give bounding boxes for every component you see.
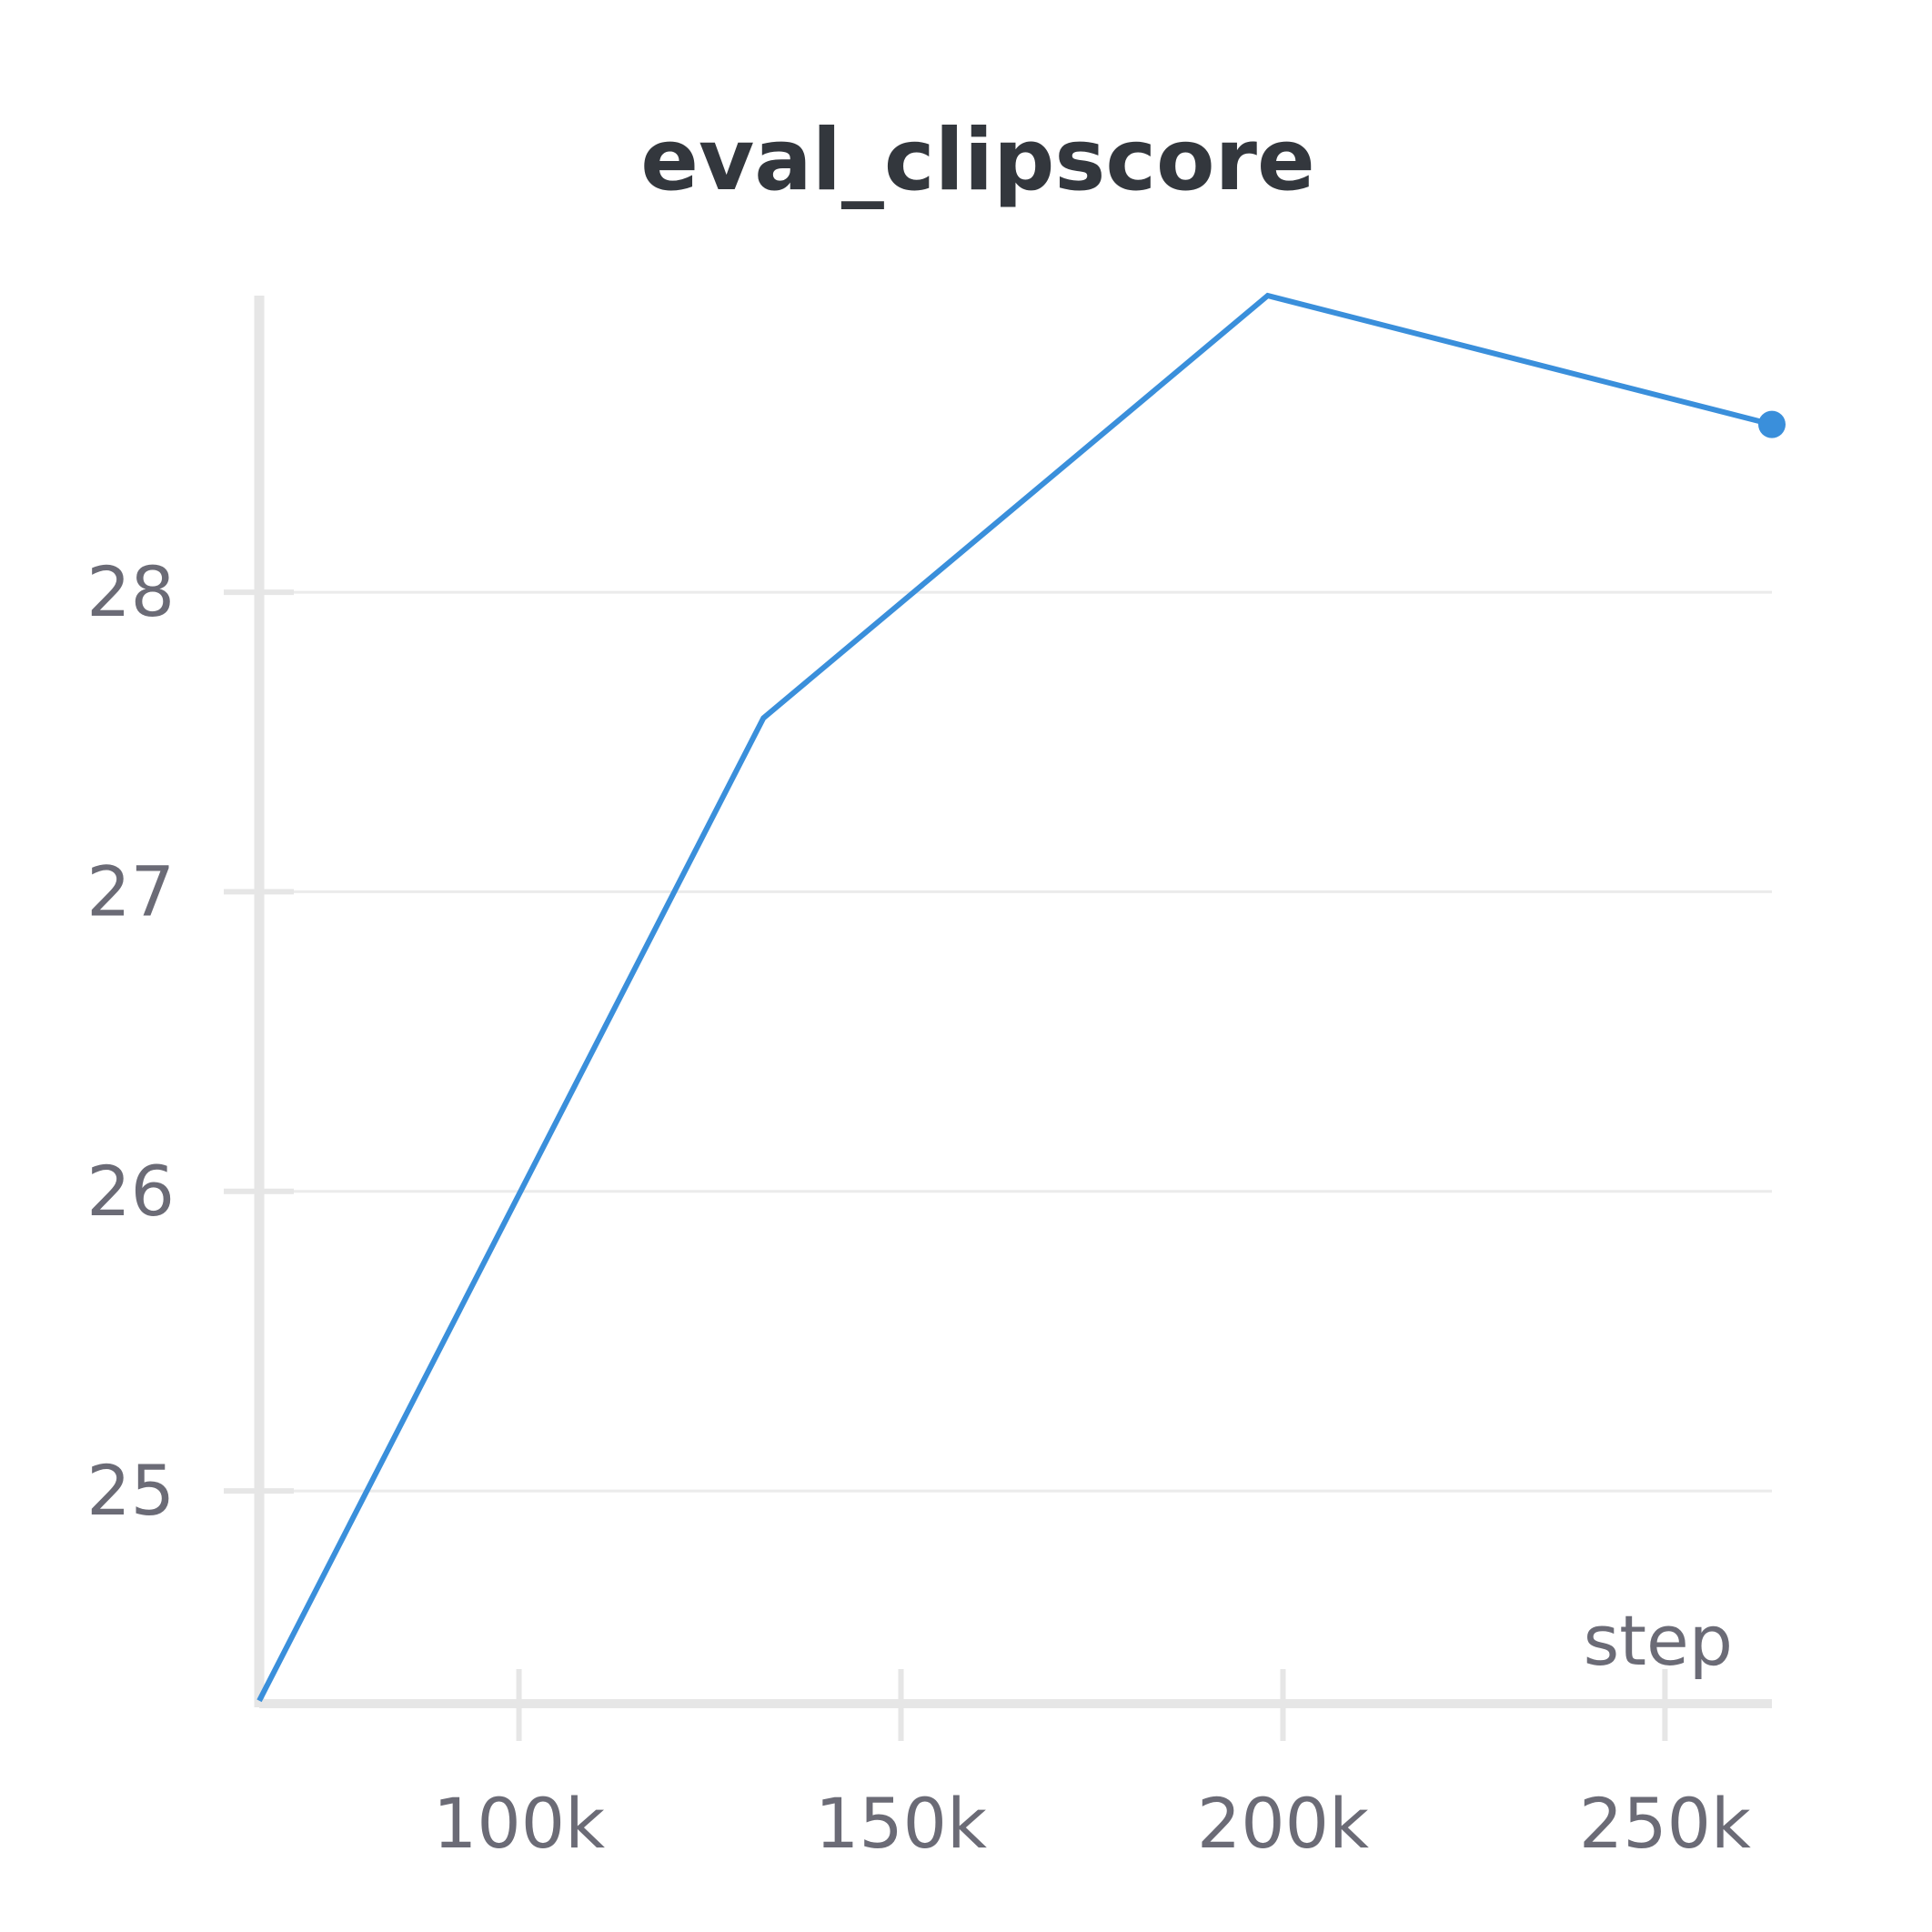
series-layer [257,292,1786,1703]
series-line [257,292,1773,1703]
chart-title: eval_clipscore [640,111,1315,210]
x-tick-label: 200k [1197,1783,1369,1864]
y-tick-label: 27 [86,850,175,931]
x-axis-label: step [1584,1600,1733,1681]
y-tick-label: 26 [86,1151,175,1232]
y-tick-label: 28 [86,551,175,632]
tick-labels: 25 26 27 28 100k 150k 200k 250k [86,551,1751,1864]
y-tick-label: 25 [86,1450,175,1531]
x-tick-label: 250k [1579,1783,1751,1864]
series-endpoint-marker [1758,410,1786,438]
x-tick-label: 100k [433,1783,605,1864]
grid-lines [259,590,1772,1493]
x-tick-label: 150k [815,1783,987,1864]
axes [224,296,1772,1741]
